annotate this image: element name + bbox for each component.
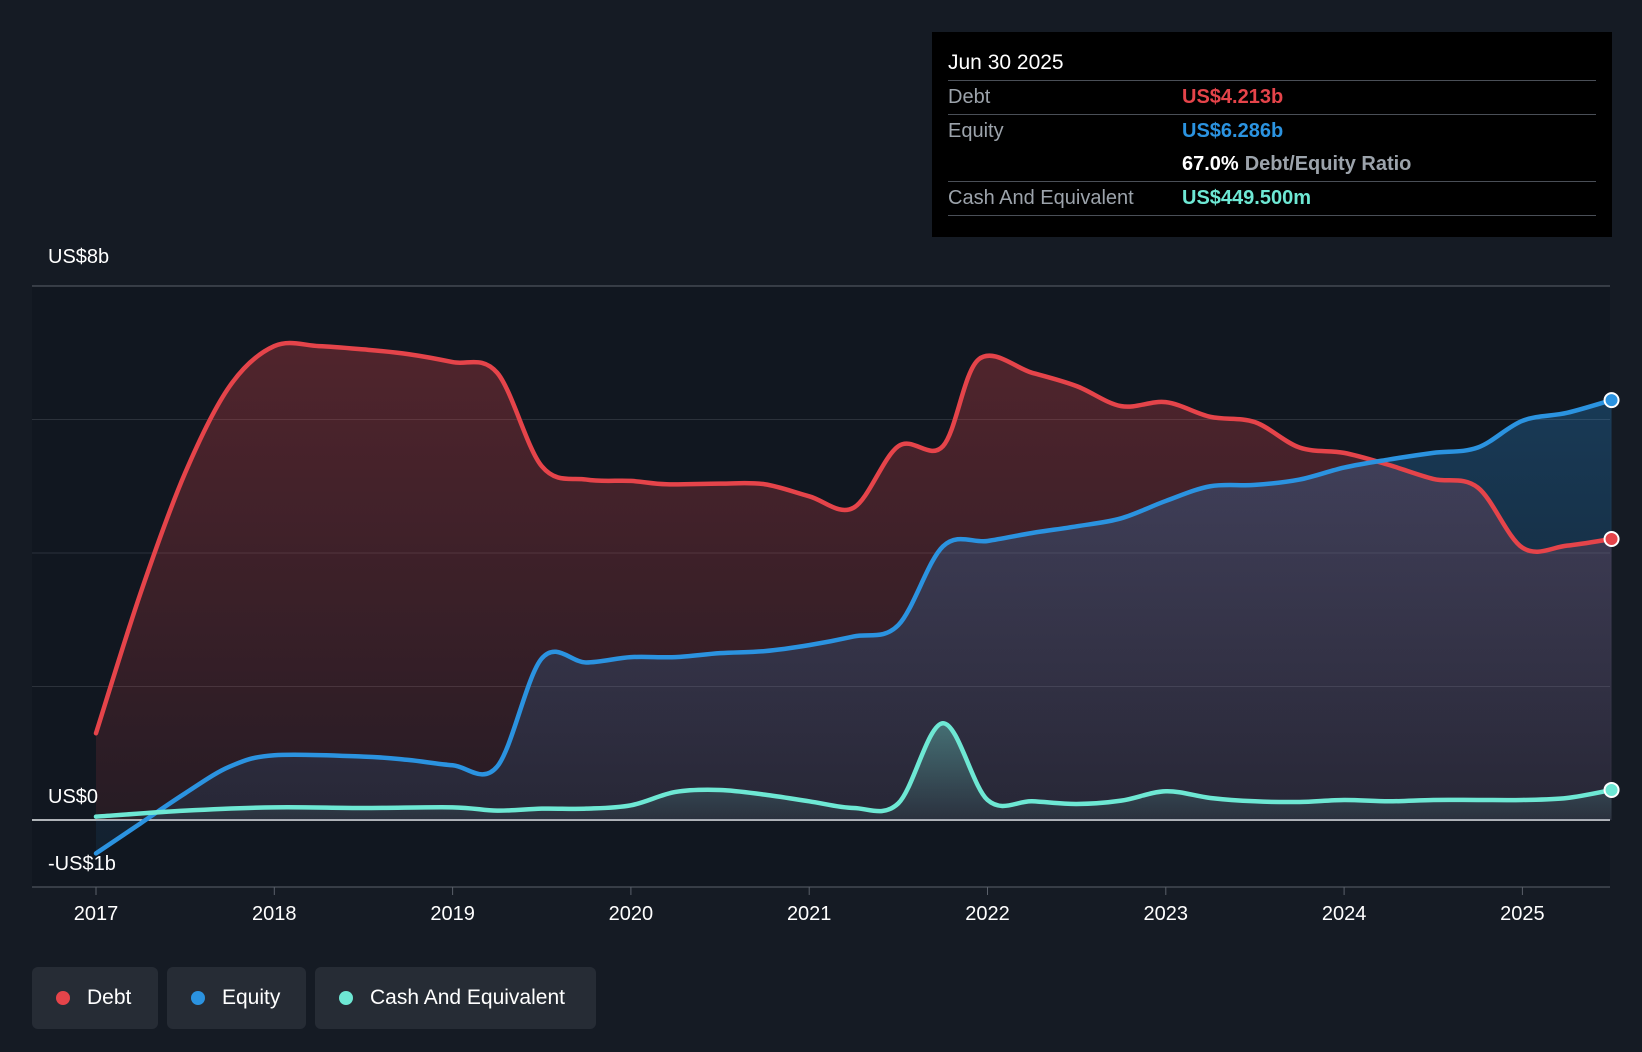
tooltip-debt-row: Debt US$4.213b	[948, 80, 1596, 114]
cash-line	[93, 720, 1614, 819]
tooltip-cash-label: Cash And Equivalent	[948, 187, 1134, 209]
x-axis: 2017 2018 2019 2020 2021 2022 2023 2024 2025	[32, 886, 1610, 925]
legend-item-cash[interactable]: Cash And Equivalent	[315, 967, 596, 1029]
tooltip-ratio-row: 67.0% Debt/Equity Ratio	[948, 148, 1596, 181]
tooltip-cash-row: Cash And Equivalent US$449.500m	[948, 181, 1596, 216]
x-tick-label: 2021	[787, 903, 832, 925]
tooltip-equity-row: Equity US$6.286b	[948, 114, 1596, 148]
equity-line	[93, 397, 1614, 856]
legend-equity-label: Equity	[222, 986, 281, 1009]
x-tick-label: 2022	[965, 903, 1010, 925]
legend-equity-dot-icon	[191, 991, 205, 1005]
y-tick-label-bottom: -US$1b	[48, 853, 116, 875]
cash-end-marker[interactable]	[1603, 781, 1620, 798]
legend-cash-dot-icon	[339, 991, 353, 1005]
tooltip-date: Jun 30 2025	[948, 51, 1064, 74]
x-tick-label: 2024	[1322, 903, 1367, 925]
debt-end-marker[interactable]	[1603, 530, 1620, 547]
legend: Debt Equity Cash And Equivalent	[32, 967, 596, 1029]
legend-item-debt[interactable]: Debt	[32, 967, 158, 1029]
tooltip-cash-value: US$449.500m	[1182, 187, 1311, 209]
x-tick-label: 2018	[252, 903, 297, 925]
tooltip-ratio-label: Debt/Equity Ratio	[1244, 153, 1412, 175]
x-tick-label: 2025	[1500, 903, 1545, 925]
legend-item-equity[interactable]: Equity	[167, 967, 306, 1029]
cash-area	[96, 723, 1612, 820]
legend-debt-label: Debt	[87, 986, 132, 1009]
equity-end-marker[interactable]	[1603, 392, 1620, 409]
legend-cash-label: Cash And Equivalent	[370, 986, 565, 1009]
tooltip-ratio-value: 67.0%	[1182, 153, 1239, 175]
y-axis-labels: US$8b US$0 -US$1b	[48, 246, 116, 875]
x-tick-label: 2023	[1144, 903, 1189, 925]
equity-area	[96, 400, 1612, 854]
tooltip-debt-label: Debt	[948, 86, 991, 108]
x-tick-label: 2020	[609, 903, 654, 925]
tooltip-debt-value: US$4.213b	[1182, 86, 1284, 108]
debt-line	[93, 340, 1614, 736]
x-tick-label: 2017	[74, 903, 119, 925]
series-areas	[96, 342, 1612, 854]
legend-debt-dot-icon	[56, 991, 70, 1005]
tooltip-equity-label: Equity	[948, 120, 1004, 142]
tooltip-equity-value: US$6.286b	[1182, 120, 1284, 142]
tooltip: Jun 30 2025 Debt US$4.213b Equity US$6.2…	[932, 32, 1612, 237]
end-markers	[1603, 392, 1620, 798]
x-tick-label: 2019	[430, 903, 475, 925]
y-tick-label-zero: US$0	[48, 786, 98, 808]
y-tick-label-top: US$8b	[48, 246, 109, 268]
series-lines	[93, 340, 1614, 856]
